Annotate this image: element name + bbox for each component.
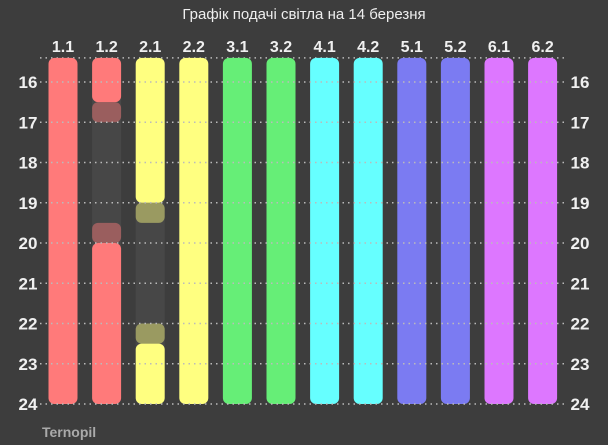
y-tick-right-21: 21	[571, 274, 590, 293]
y-tick-right-24: 24	[571, 395, 590, 414]
bar-segment-2.1-on	[135, 343, 165, 404]
y-tick-right-20: 20	[571, 234, 590, 253]
y-tick-left-20: 20	[19, 234, 38, 253]
bar-segment-1.2-maybe	[92, 222, 122, 243]
column-label-2.2: 2.2	[183, 39, 205, 56]
column-label-1.1: 1.1	[52, 39, 74, 56]
bar-segment-1.1-on	[48, 57, 78, 404]
bar-segment-6.1-on	[484, 57, 514, 404]
column-label-5.1: 5.1	[401, 39, 423, 56]
column-label-1.2: 1.2	[95, 39, 117, 56]
y-tick-left-17: 17	[19, 113, 38, 132]
y-tick-left-24: 24	[19, 395, 38, 414]
bar-segment-2.1-maybe	[135, 202, 165, 223]
column-label-2.1: 2.1	[139, 39, 161, 56]
y-tick-left-23: 23	[19, 355, 38, 374]
column-label-5.2: 5.2	[444, 39, 466, 56]
bar-segment-2.1-on	[135, 57, 165, 203]
column-label-6.1: 6.1	[488, 39, 510, 56]
bar-segment-5.2-on	[440, 57, 470, 404]
y-tick-right-19: 19	[571, 194, 590, 213]
bar-segment-2.1-maybe	[135, 323, 165, 344]
column-label-3.2: 3.2	[270, 39, 292, 56]
column-label-4.1: 4.1	[313, 39, 335, 56]
column-label-3.1: 3.1	[226, 39, 248, 56]
bar-segment-3.2-on	[266, 57, 296, 404]
y-tick-right-23: 23	[571, 355, 590, 374]
chart-title: Графік подачі світла на 14 березня	[182, 6, 426, 23]
bar-segment-1.2-on	[92, 57, 122, 103]
y-tick-left-21: 21	[19, 274, 38, 293]
city-label: Ternopil	[42, 424, 97, 440]
bar-segment-4.2-on	[353, 57, 383, 404]
y-tick-right-17: 17	[571, 113, 590, 132]
y-tick-left-16: 16	[19, 73, 38, 92]
y-tick-right-18: 18	[571, 154, 590, 173]
y-tick-left-18: 18	[19, 154, 38, 173]
bar-segment-4.1-on	[310, 57, 340, 404]
y-tick-left-22: 22	[19, 315, 38, 334]
bar-segment-5.1-on	[397, 57, 427, 404]
y-tick-right-22: 22	[571, 315, 590, 334]
column-label-4.2: 4.2	[357, 39, 379, 56]
bar-segment-6.2-on	[528, 57, 558, 404]
column-label-6.2: 6.2	[531, 39, 553, 56]
bar-segment-1.2-maybe	[92, 102, 122, 123]
y-tick-left-19: 19	[19, 194, 38, 213]
y-tick-right-16: 16	[571, 73, 590, 92]
bar-segment-3.1-on	[222, 57, 252, 404]
bar-segment-2.2-on	[179, 57, 209, 404]
